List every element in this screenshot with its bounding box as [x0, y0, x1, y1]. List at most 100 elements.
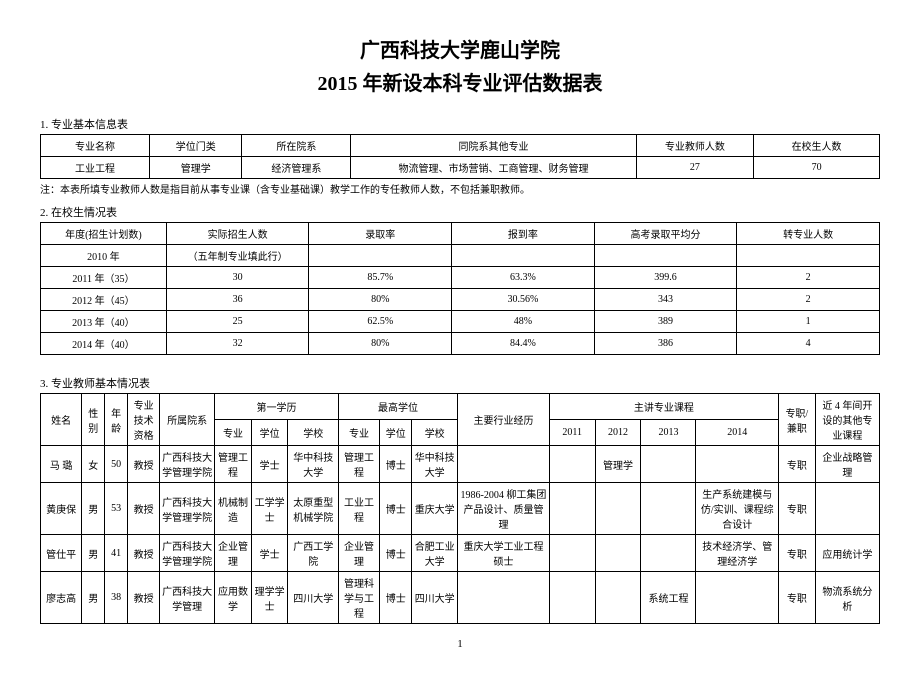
cell: 27	[636, 157, 753, 179]
cell	[737, 245, 880, 267]
cell: 48%	[452, 311, 595, 333]
cell: 教授	[128, 535, 160, 572]
cell: 32	[166, 333, 309, 355]
cell: 2014 年（40）	[41, 333, 167, 355]
cell: 理学学士	[251, 572, 288, 624]
table-row: 年度(招生计划数)实际招生人数录取率报到率高考录取平均分转专业人数	[41, 223, 880, 245]
cell: 博士	[380, 535, 412, 572]
cell: 四川大学	[288, 572, 338, 624]
col-header: 姓名	[41, 394, 82, 446]
cell: 合肥工业大学	[412, 535, 458, 572]
cell: 广西科技大学管理学院	[160, 446, 215, 483]
cell	[594, 245, 737, 267]
table-row: 专业名称 学位门类 所在院系 同院系其他专业 专业教师人数 在校生人数	[41, 135, 880, 157]
col-header: 学校	[288, 420, 338, 446]
col-header: 录取率	[309, 223, 452, 245]
cell	[458, 446, 550, 483]
cell: 386	[594, 333, 737, 355]
cell: 管理学	[595, 446, 641, 483]
cell: 女	[82, 446, 105, 483]
table-row: 姓名 性别 年龄 专业技术资格 所属院系 第一学历 最高学位 主要行业经历 主讲…	[41, 394, 880, 420]
col-header: 报到率	[452, 223, 595, 245]
cell	[641, 446, 696, 483]
cell: 系统工程	[641, 572, 696, 624]
cell: 企业战略管理	[815, 446, 879, 483]
page-number: 1	[40, 638, 880, 650]
cell: 80%	[309, 333, 452, 355]
cell: 博士	[380, 572, 412, 624]
cell: 38	[105, 572, 128, 624]
cell	[309, 245, 452, 267]
cell: 四川大学	[412, 572, 458, 624]
cell: 2013 年（40）	[41, 311, 167, 333]
cell: 机械制造	[215, 483, 252, 535]
cell	[815, 483, 879, 535]
cell: 专职	[779, 446, 816, 483]
col-header: 专业	[338, 420, 379, 446]
cell: 黄庚保	[41, 483, 82, 535]
cell: 物流管理、市场营销、工商管理、财务管理	[351, 157, 636, 179]
doc-title: 2015 年新设本科专业评估数据表	[40, 67, 880, 96]
cell: 工业工程	[41, 157, 150, 179]
table-teachers: 姓名 性别 年龄 专业技术资格 所属院系 第一学历 最高学位 主要行业经历 主讲…	[40, 393, 880, 624]
col-header: 专业	[215, 420, 252, 446]
cell: 技术经济学、管理经济学	[696, 535, 779, 572]
section1-label: 1. 专业基本信息表	[40, 116, 880, 132]
cell: 广西科技大学管理学院	[160, 535, 215, 572]
col-header: 高考录取平均分	[594, 223, 737, 245]
col-header: 转专业人数	[737, 223, 880, 245]
cell: 华中科技大学	[412, 446, 458, 483]
title-block: 广西科技大学鹿山学院 2015 年新设本科专业评估数据表	[40, 34, 880, 96]
table-basic-info: 专业名称 学位门类 所在院系 同院系其他专业 专业教师人数 在校生人数 工业工程…	[40, 134, 880, 179]
cell: 4	[737, 333, 880, 355]
cell: 80%	[309, 289, 452, 311]
col-header: 同院系其他专业	[351, 135, 636, 157]
cell: 专职	[779, 483, 816, 535]
col-header: 所属院系	[160, 394, 215, 446]
cell: 70	[754, 157, 880, 179]
col-header: 在校生人数	[754, 135, 880, 157]
table-row: 2013 年（40）2562.5%48%3891	[41, 311, 880, 333]
col-header: 2011	[549, 420, 595, 446]
col-header: 学位	[380, 420, 412, 446]
cell	[549, 483, 595, 535]
table-enrollment: 年度(招生计划数)实际招生人数录取率报到率高考录取平均分转专业人数2010 年（…	[40, 222, 880, 355]
cell	[549, 572, 595, 624]
cell: 36	[166, 289, 309, 311]
col-header: 实际招生人数	[166, 223, 309, 245]
cell: 经济管理系	[242, 157, 351, 179]
cell: 84.4%	[452, 333, 595, 355]
cell: 华中科技大学	[288, 446, 338, 483]
col-header: 所在院系	[242, 135, 351, 157]
col-header: 专业教师人数	[636, 135, 753, 157]
cell: 343	[594, 289, 737, 311]
table-row: 2010 年（五年制专业填此行）	[41, 245, 880, 267]
cell: 389	[594, 311, 737, 333]
cell: 管理工程	[215, 446, 252, 483]
col-header: 学位门类	[150, 135, 242, 157]
table-row: 2012 年（45）3680%30.56%3432	[41, 289, 880, 311]
cell: 廖志高	[41, 572, 82, 624]
cell: 管理学	[150, 157, 242, 179]
cell: 专职	[779, 572, 816, 624]
col-header: 学校	[412, 420, 458, 446]
cell: 25	[166, 311, 309, 333]
cell: 2	[737, 267, 880, 289]
col-header: 近 4 年间开设的其他专业课程	[815, 394, 879, 446]
cell: 广西科技大学管理	[160, 572, 215, 624]
cell	[595, 572, 641, 624]
cell	[641, 535, 696, 572]
cell: 男	[82, 483, 105, 535]
col-header: 专职/兼职	[779, 394, 816, 446]
cell: 399.6	[594, 267, 737, 289]
cell: 物流系统分析	[815, 572, 879, 624]
col-header: 主讲专业课程	[549, 394, 778, 420]
cell: 专职	[779, 535, 816, 572]
col-header: 最高学位	[338, 394, 457, 420]
cell: 管理工程	[338, 446, 379, 483]
cell: 1986-2004 柳工集团产品设计、质量管理	[458, 483, 550, 535]
cell: 30.56%	[452, 289, 595, 311]
cell: 广西工学院	[288, 535, 338, 572]
cell: 广西科技大学管理学院	[160, 483, 215, 535]
cell	[549, 446, 595, 483]
